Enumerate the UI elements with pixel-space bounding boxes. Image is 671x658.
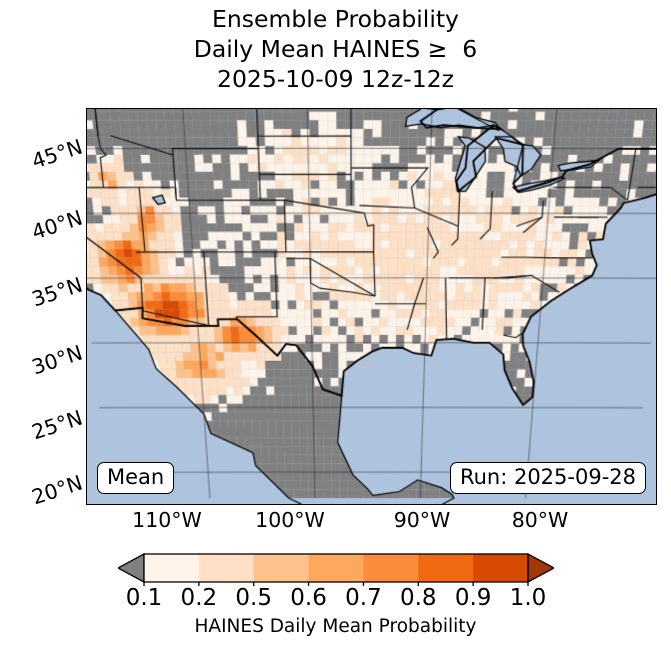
colorbar-tick-label-0-1: 0.1 <box>125 585 163 611</box>
colorbar-tick-label-0-9: 0.9 <box>454 585 492 611</box>
probability-heatmap-canvas <box>87 109 656 504</box>
lat-tick-label-35n: 35°N <box>29 272 86 312</box>
colorbar: 0.1 0.2 0.5 0.6 0.7 0.8 0.9 1.0 HAINES Daily Me… <box>0 552 671 658</box>
colorbar-band-1 <box>198 554 255 582</box>
lat-tick-label-30n: 30°N <box>29 340 86 380</box>
colorbar-band-2 <box>253 554 309 582</box>
chart-title: Ensemble Probability Daily Mean HAINES ≥… <box>0 4 671 94</box>
colorbar-axis-label: HAINES Daily Mean Probability <box>194 616 477 637</box>
badge-mean: Mean <box>97 461 175 494</box>
title-line-1: Ensemble Probability <box>212 5 459 33</box>
title-line-3: 2025-10-09 12z-12z <box>217 65 454 93</box>
title-line-2: Daily Mean HAINES ≥ 6 <box>193 35 478 63</box>
lat-tick-label-45n: 45°N <box>29 134 86 174</box>
colorbar-tick-label-1-0: 1.0 <box>509 585 547 611</box>
colorbar-outline <box>143 553 529 583</box>
colorbar-band-5 <box>418 554 474 582</box>
lat-tick-label-20n: 20°N <box>29 470 86 510</box>
map-plot-area[interactable]: Mean Run: 2025-09-28 <box>86 108 657 505</box>
colorbar-tick-label-0-6: 0.6 <box>290 585 327 611</box>
lon-tick-label-110w: 110°W <box>132 508 202 532</box>
badge-run: Run: 2025-09-28 <box>449 461 646 494</box>
colorbar-tick-label-0-2: 0.2 <box>180 585 218 611</box>
colorbar-band-4 <box>363 554 419 582</box>
lon-tick-label-80w: 80°W <box>511 508 569 532</box>
colorbar-gradient <box>118 552 554 586</box>
colorbar-band-3 <box>308 554 364 582</box>
colorbar-over-arrow <box>527 552 554 584</box>
lon-tick-label-100w: 100°W <box>255 508 325 532</box>
colorbar-tick-label-0-5: 0.5 <box>235 585 272 611</box>
lon-tick-label-90w: 90°W <box>393 508 451 532</box>
colorbar-under-arrow <box>118 552 145 584</box>
colorbar-tick-label-0-7: 0.7 <box>345 585 382 611</box>
lat-tick-label-40n: 40°N <box>29 205 86 245</box>
colorbar-tick-labels: 0.1 0.2 0.5 0.6 0.7 0.8 0.9 1.0 <box>0 585 671 615</box>
colorbar-band-6 <box>473 554 529 582</box>
lat-tick-label-25n: 25°N <box>29 405 86 445</box>
colorbar-band-0 <box>144 554 200 582</box>
colorbar-tick-label-0-8: 0.8 <box>399 585 437 611</box>
